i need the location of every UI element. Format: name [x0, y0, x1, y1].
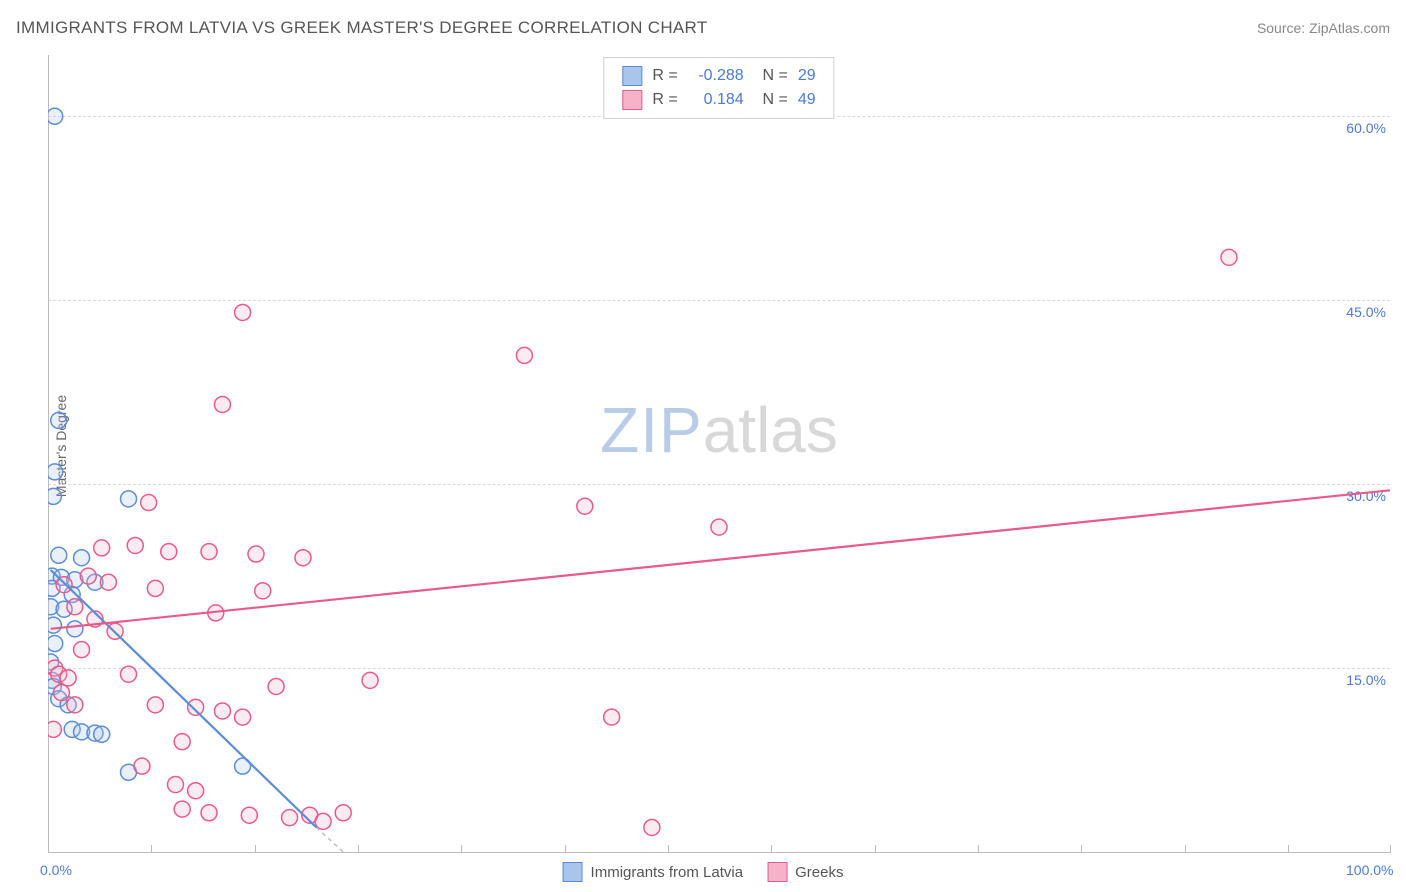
legend-n-label: N = [754, 67, 788, 85]
legend-label: Greeks [795, 864, 843, 881]
data-point [121, 491, 137, 507]
data-point [188, 783, 204, 799]
data-point [315, 813, 331, 829]
data-point [1221, 249, 1237, 265]
series-legend: Immigrants from Latvia Greeks [563, 862, 844, 882]
source-credit: Source: ZipAtlas.com [1257, 20, 1390, 36]
legend-row: R = 0.184 N = 49 [622, 88, 815, 112]
x-tick-label: 0.0% [40, 862, 72, 878]
regression-extension [316, 827, 343, 852]
chart-area: ZIPatlas R = -0.288 N = 29 R = 0.184 N =… [48, 55, 1390, 852]
data-point [80, 568, 96, 584]
chart-header: IMMIGRANTS FROM LATVIA VS GREEK MASTER'S… [16, 18, 1390, 38]
data-point [282, 810, 298, 826]
x-axis [48, 852, 1390, 853]
data-point [48, 617, 61, 633]
data-point [161, 544, 177, 560]
data-point [74, 642, 90, 658]
data-point [248, 546, 264, 562]
data-point [295, 550, 311, 566]
data-point [127, 537, 143, 553]
data-point [141, 495, 157, 511]
data-point [100, 574, 116, 590]
scatter-svg [48, 55, 1390, 852]
data-point [48, 721, 61, 737]
x-tick [1390, 845, 1391, 853]
legend-swatch [563, 862, 583, 882]
data-point [214, 703, 230, 719]
data-point [147, 697, 163, 713]
legend-r-label: R = [652, 67, 677, 85]
legend-item: Greeks [767, 862, 843, 882]
legend-n-value: 29 [798, 67, 816, 85]
data-point [48, 488, 61, 504]
data-point [335, 805, 351, 821]
data-point [241, 807, 257, 823]
data-point [214, 396, 230, 412]
x-tick-label: 100.0% [1346, 862, 1393, 878]
data-point [67, 599, 83, 615]
legend-n-value: 49 [798, 91, 816, 109]
data-point [67, 621, 83, 637]
data-point [174, 734, 190, 750]
data-point [94, 726, 110, 742]
data-point [711, 519, 727, 535]
legend-item: Immigrants from Latvia [563, 862, 744, 882]
data-point [53, 685, 69, 701]
data-point [147, 580, 163, 596]
data-point [362, 672, 378, 688]
legend-r-value: 0.184 [688, 91, 744, 109]
data-point [56, 577, 72, 593]
data-point [60, 670, 76, 686]
data-point [201, 544, 217, 560]
legend-row: R = -0.288 N = 29 [622, 64, 815, 88]
data-point [74, 550, 90, 566]
legend-swatch [622, 90, 642, 110]
legend-swatch [622, 66, 642, 86]
chart-title: IMMIGRANTS FROM LATVIA VS GREEK MASTER'S… [16, 18, 708, 38]
legend-label: Immigrants from Latvia [591, 864, 744, 881]
data-point [644, 819, 660, 835]
data-point [167, 777, 183, 793]
legend-swatch [767, 862, 787, 882]
data-point [516, 347, 532, 363]
data-point [235, 304, 251, 320]
data-point [94, 540, 110, 556]
data-point [121, 666, 137, 682]
data-point [51, 412, 67, 428]
data-point [201, 805, 217, 821]
data-point [188, 699, 204, 715]
regression-line [51, 570, 317, 827]
data-point [255, 583, 271, 599]
data-point [51, 547, 67, 563]
data-point [604, 709, 620, 725]
data-point [48, 464, 63, 480]
legend-n-label: N = [754, 91, 788, 109]
legend-r-value: -0.288 [688, 67, 744, 85]
correlation-legend: R = -0.288 N = 29 R = 0.184 N = 49 [603, 57, 834, 119]
data-point [48, 636, 63, 652]
plot-region: ZIPatlas R = -0.288 N = 29 R = 0.184 N =… [48, 55, 1390, 852]
data-point [67, 697, 83, 713]
data-point [48, 108, 63, 124]
legend-r-label: R = [652, 91, 677, 109]
data-point [134, 758, 150, 774]
data-point [577, 498, 593, 514]
data-point [235, 709, 251, 725]
data-point [268, 678, 284, 694]
data-point [174, 801, 190, 817]
